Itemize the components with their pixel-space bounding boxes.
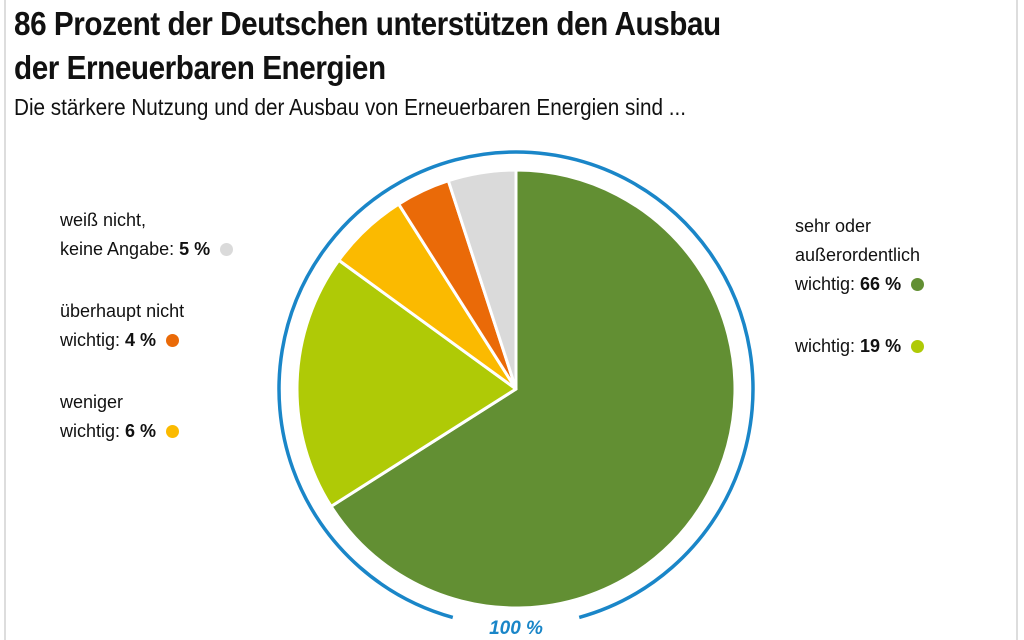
legend-text: weniger [60,392,124,412]
legend-dot [911,278,925,291]
legend-text: wichtig: [60,330,121,350]
total-ring [277,150,755,620]
pie-slice-4 [446,168,518,391]
total-label: 100 % [489,618,543,639]
pie-slice-0 [329,168,737,610]
title-line-2: der Erneuerbaren Energien [14,49,386,86]
title-line-1: 86 Prozent der Deutschen unterstützen de… [14,5,721,42]
legend-value: 5 % [179,239,211,259]
legend-text: wichtig: [795,336,856,356]
legend-ueberhaupt-nicht: überhaupt nicht wichtig: 4 % [60,297,184,355]
legend-text: sehr oder [795,216,872,236]
legend-dot [220,243,234,256]
legend-dot [911,340,925,353]
legend-text: wichtig: [795,274,856,294]
legend-value: 6 % [125,421,157,441]
legend-wichtig: wichtig: 19 % [795,332,925,361]
legend-dot [166,334,180,347]
legend-text: wichtig: [60,421,121,441]
legend-value: 4 % [125,330,157,350]
legend-keine-angabe: weiß nicht, keine Angabe: 5 % [60,206,234,264]
legend-value: 19 % [860,336,902,356]
chart-frame [4,0,1018,640]
legend-text: überhaupt nicht [60,301,185,321]
legend-dot [166,425,180,438]
legend-sehr-wichtig: sehr oder außerordentlich wichtig: 66 % [795,212,925,299]
legend-value: 66 % [860,274,902,294]
legend-weniger-wichtig: weniger wichtig: 6 % [60,388,180,446]
chart-subtitle: Die stärkere Nutzung und der Ausbau von … [14,94,687,120]
pie-slice-1 [295,258,518,508]
legend-text: außerordentlich [795,245,921,265]
legend-text: weiß nicht, [60,210,147,230]
chart-title: 86 Prozent der Deutschen unterstützen de… [14,2,721,90]
legend-text: keine Angabe: [60,239,175,259]
